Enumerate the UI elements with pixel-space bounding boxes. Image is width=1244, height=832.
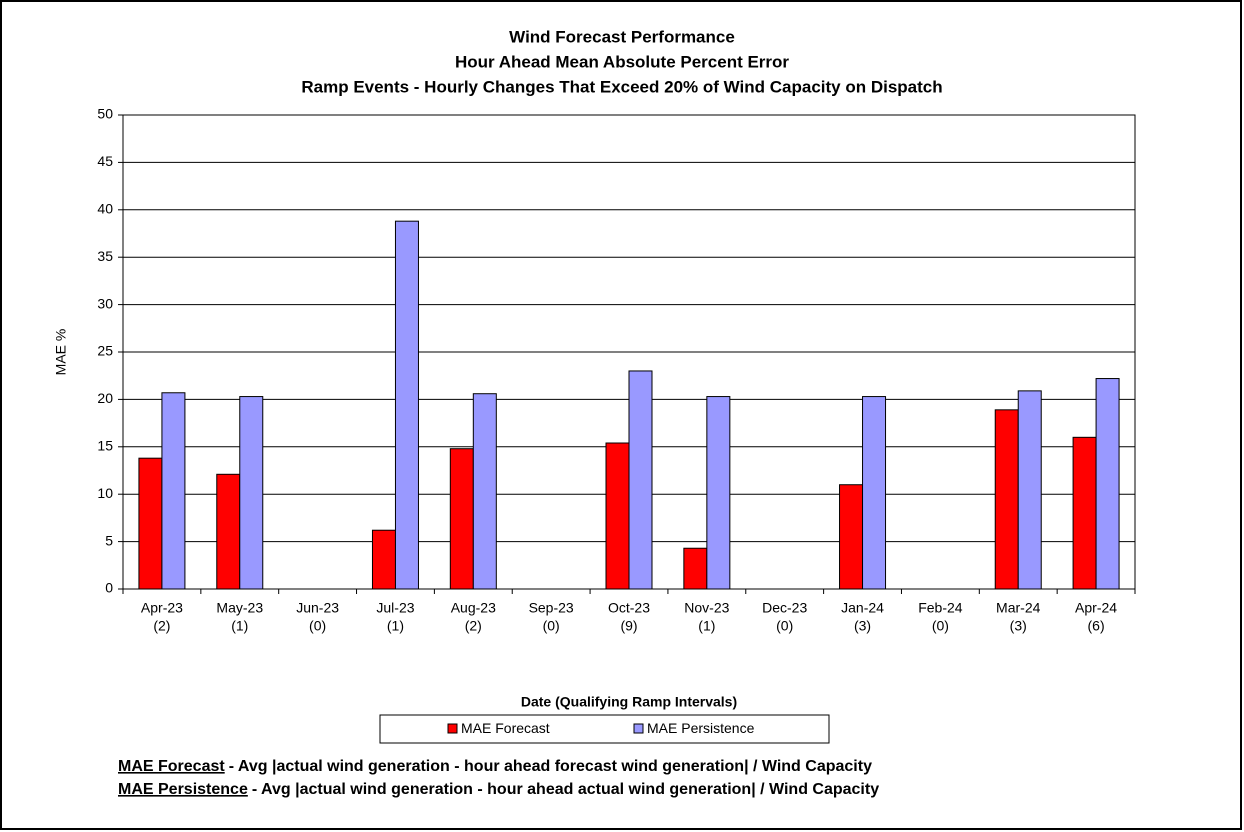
footnote-term: MAE Persistence	[118, 781, 248, 798]
x-tick-label: (0)	[932, 618, 949, 634]
x-tick-label: (0)	[309, 618, 326, 634]
legend-box	[379, 714, 830, 744]
bar	[605, 442, 630, 590]
x-tick-label: Jan-24	[841, 600, 884, 616]
bar	[1017, 390, 1042, 590]
bar	[371, 529, 396, 590]
x-tick-label: (3)	[854, 618, 871, 634]
bar	[839, 484, 864, 590]
x-tick-label: (2)	[465, 618, 482, 634]
x-tick-label: (1)	[231, 618, 248, 634]
y-tick-label: 50	[97, 106, 113, 122]
legend-swatch	[447, 723, 458, 734]
bar	[449, 448, 474, 590]
x-tick-label: (9)	[620, 618, 637, 634]
y-tick-label: 15	[97, 438, 113, 454]
footnote-term: MAE Forecast	[118, 758, 225, 775]
bar	[394, 220, 419, 590]
y-tick-label: 0	[105, 580, 113, 596]
y-tick-label: 30	[97, 295, 113, 311]
bar	[1072, 436, 1097, 590]
x-tick-label: Apr-24	[1075, 600, 1117, 616]
x-tick-label: (6)	[1088, 618, 1105, 634]
y-tick-label: 10	[97, 485, 113, 501]
x-tick-label: (1)	[387, 618, 404, 634]
x-tick-label: Jun-23	[296, 600, 339, 616]
x-tick-label: Feb-24	[918, 600, 963, 616]
x-tick-label: Aug-23	[451, 600, 496, 616]
footnote-text: - Avg |actual wind generation - hour ahe…	[229, 758, 872, 775]
x-tick-label: Nov-23	[684, 600, 729, 616]
x-tick-label: (3)	[1010, 618, 1027, 634]
x-tick-label: May-23	[216, 600, 263, 616]
legend-swatch	[633, 723, 644, 734]
x-tick-label: Mar-24	[996, 600, 1041, 616]
x-tick-label: Apr-23	[141, 600, 183, 616]
x-tick-label: (0)	[543, 618, 560, 634]
y-tick-label: 25	[97, 343, 113, 359]
x-tick-label: Dec-23	[762, 600, 807, 616]
x-tick-label: Oct-23	[608, 600, 650, 616]
x-axis-label: Date (Qualifying Ramp Intervals)	[521, 694, 737, 710]
y-tick-label: 40	[97, 201, 113, 217]
bar	[138, 457, 163, 590]
bar	[1095, 378, 1120, 590]
bar	[628, 370, 653, 590]
chart-title: Hour Ahead Mean Absolute Percent Error	[455, 52, 789, 71]
y-tick-label: 20	[97, 390, 113, 406]
bar	[239, 396, 264, 590]
legend-label: MAE Persistence	[647, 720, 755, 736]
bar	[994, 409, 1019, 590]
legend-label: MAE Forecast	[461, 720, 550, 736]
x-tick-label: Sep-23	[529, 600, 574, 616]
x-tick-label: (2)	[153, 618, 170, 634]
bar	[216, 473, 241, 590]
footnote-text: - Avg |actual wind generation - hour ahe…	[252, 781, 879, 798]
footnote: MAE Forecast - Avg |actual wind generatio…	[118, 758, 872, 775]
chart-title: Ramp Events - Hourly Changes That Exceed…	[301, 77, 942, 96]
y-tick-label: 35	[97, 248, 113, 264]
bar	[161, 392, 186, 590]
bar	[683, 547, 708, 590]
bar	[706, 396, 731, 590]
bar	[862, 396, 887, 590]
y-axis-label: MAE %	[53, 329, 69, 376]
chart-title: Wind Forecast Performance	[509, 27, 735, 46]
bar	[472, 393, 497, 590]
x-tick-label: (1)	[698, 618, 715, 634]
y-tick-label: 45	[97, 153, 113, 169]
footnote: MAE Persistence - Avg |actual wind genera…	[118, 781, 879, 798]
x-tick-label: (0)	[776, 618, 793, 634]
x-tick-label: Jul-23	[376, 600, 414, 616]
y-tick-label: 5	[105, 532, 113, 548]
